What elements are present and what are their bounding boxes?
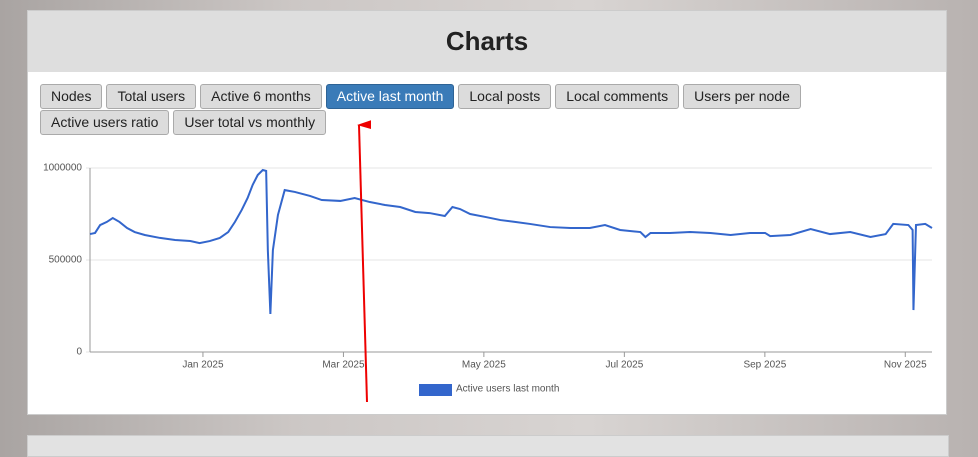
x-tick-label: May 2025 (462, 360, 506, 371)
chart-button[interactable]: Local comments (555, 84, 680, 109)
x-tick-label: Jul 2025 (605, 360, 643, 371)
panel-title: Charts (28, 11, 946, 72)
data-line (89, 168, 933, 314)
y-tick-label: 500000 (49, 255, 83, 266)
panel: Charts (27, 10, 947, 415)
chart-button[interactable]: Local posts (458, 84, 552, 109)
chart-button[interactable]: Active users ratio (40, 110, 170, 135)
x-tick-label: Mar 2025 (322, 360, 365, 371)
y-tick-label: 0 (76, 347, 82, 358)
chart-button[interactable]: User total vs monthly (173, 110, 327, 135)
x-tick-label: Jan 2025 (182, 360, 224, 371)
chart-button[interactable]: Active 6 months (200, 84, 322, 109)
button-bar: Nodes Total users Active 6 months Active la… (40, 84, 860, 135)
legend-label: Active users last month (456, 384, 559, 395)
x-tick-label: Sep 2025 (743, 360, 786, 371)
chart-button[interactable]: Users per node (683, 84, 801, 109)
legend-swatch (419, 384, 452, 396)
chart-button[interactable]: Nodes (40, 84, 103, 109)
annotation-arrow (359, 125, 367, 403)
y-tick-label: 1000000 (43, 163, 82, 174)
chart: 0 500000 1000000 Jan 2025 Mar 2025 May 2025 Ju… (43, 0, 933, 403)
chart-button[interactable]: Active last month (325, 84, 455, 109)
chart-button[interactable]: Total users (106, 84, 197, 109)
x-tick-label: Nov 2025 (884, 360, 927, 371)
